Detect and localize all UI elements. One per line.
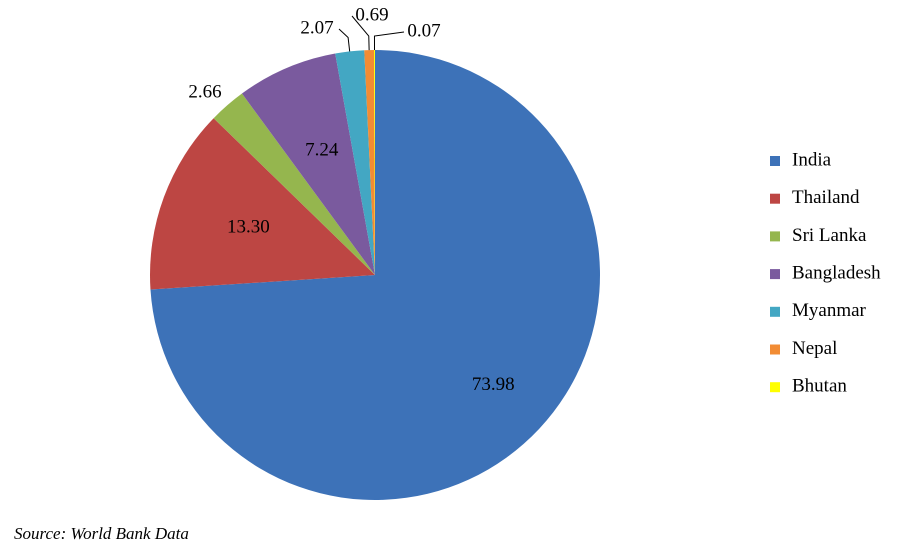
data-label: 0.69: [355, 4, 388, 25]
pie-slice: [150, 50, 601, 500]
legend-swatch: [770, 344, 780, 355]
pie-slice: [150, 118, 375, 290]
data-label: 0.07: [407, 20, 440, 41]
legend-label: Myanmar: [792, 300, 867, 321]
legend-swatch: [770, 382, 780, 393]
data-label: 2.66: [188, 81, 221, 102]
source-note: Source: World Bank Data: [14, 524, 189, 543]
pie-slice: [335, 50, 375, 275]
data-label: 13.30: [227, 217, 270, 238]
legend-label: Bhutan: [792, 376, 847, 397]
legend-label: Thailand: [792, 187, 860, 208]
legend-swatch: [770, 306, 780, 317]
pie-slice: [241, 53, 375, 276]
data-label: 7.24: [305, 139, 339, 160]
pie-slice: [364, 50, 375, 276]
legend-swatch: [770, 156, 780, 166]
data-label: 73.98: [472, 374, 515, 395]
leader-line: [338, 28, 351, 52]
legend-swatch: [770, 193, 780, 204]
legend-label: Sri Lanka: [792, 225, 867, 246]
legend-label: Bangladesh: [792, 262, 881, 283]
legend-label: India: [792, 149, 832, 170]
pie-slice: [213, 93, 375, 275]
legend-swatch: [770, 231, 780, 242]
data-label: 2.07: [300, 17, 333, 38]
leader-line: [373, 31, 405, 51]
legend-label: Nepal: [792, 338, 837, 359]
pie-slice: [374, 50, 375, 275]
leader-line: [351, 15, 370, 51]
legend-swatch: [770, 269, 780, 280]
